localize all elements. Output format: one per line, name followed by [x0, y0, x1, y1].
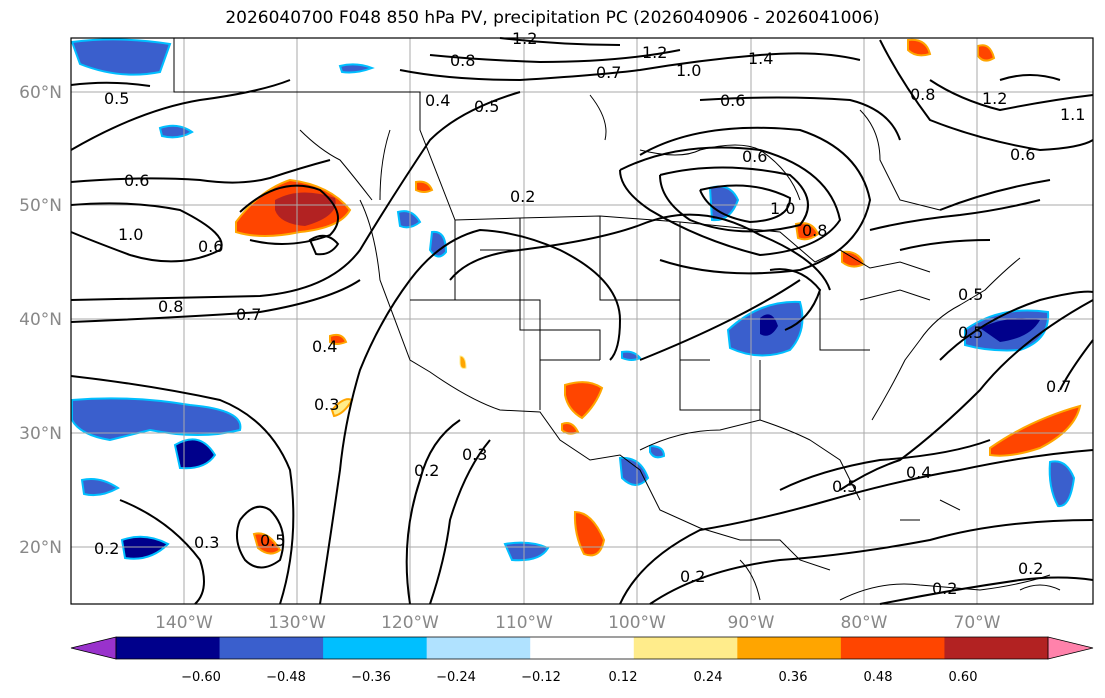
colorbar-segment — [840, 637, 945, 659]
contour-label: 0.3 — [314, 395, 339, 414]
contour-label: 0.5 — [260, 531, 285, 550]
contour-label: 1.0 — [770, 199, 795, 218]
contour-label: 0.6 — [720, 91, 745, 110]
lat-label: 50°N — [19, 196, 62, 216]
colorbar-segment — [426, 637, 531, 659]
contour-label: 0.5 — [958, 285, 983, 304]
contour-label: 0.5 — [832, 477, 857, 496]
contour-label: 0.8 — [910, 85, 935, 104]
contour-label: 0.2 — [680, 567, 705, 586]
contour-label: 0.7 — [236, 305, 261, 324]
colorbar: −0.60 −0.48 −0.36 −0.24 −0.12 0.12 0.24 … — [70, 636, 1094, 685]
map-frame — [70, 37, 1094, 605]
colorbar-tick: 0.60 — [949, 670, 978, 685]
contour-label: 1.4 — [748, 49, 773, 68]
contour-label: 1.2 — [982, 89, 1007, 108]
contour-label: 0.5 — [474, 97, 499, 116]
colorbar-segment — [323, 637, 428, 659]
lat-label: 60°N — [19, 83, 62, 103]
colorbar-tick: 0.12 — [609, 670, 638, 685]
colorbar-extend-low — [70, 636, 117, 660]
colorbar-segment — [116, 637, 221, 659]
contour-label: 0.2 — [1018, 559, 1043, 578]
contour-label: 0.3 — [462, 445, 487, 464]
colorbar-extend-high — [1047, 636, 1094, 660]
contour-label: 0.5 — [958, 323, 983, 342]
contour-label: 0.4 — [312, 337, 337, 356]
contour-label: 0.2 — [932, 579, 957, 598]
lon-label: 100°W — [608, 613, 666, 633]
gridlines — [71, 38, 1093, 604]
contour-label: 1.0 — [676, 61, 701, 80]
contour-label: 0.5 — [104, 89, 129, 108]
contour-label: 0.6 — [124, 171, 149, 190]
colorbar-tick: 0.36 — [779, 670, 808, 685]
lon-label: 90°W — [728, 613, 775, 633]
colorbar-segment — [737, 637, 842, 659]
longitude-labels: 140°W 130°W 120°W 110°W 100°W 90°W 80°W … — [155, 613, 1001, 633]
coastlines-borders — [173, 38, 1061, 601]
colorbar-tick: −0.48 — [266, 670, 306, 685]
lon-label: 80°W — [841, 613, 888, 633]
contour-label: 1.0 — [118, 225, 143, 244]
lon-label: 70°W — [954, 613, 1001, 633]
colorbar-segment — [219, 637, 324, 659]
lat-label: 40°N — [19, 310, 62, 330]
contour-label: 0.2 — [414, 461, 439, 480]
contour-label: 0.4 — [906, 463, 931, 482]
contour-label: 0.6 — [742, 147, 767, 166]
colorbar-segment — [633, 637, 738, 659]
latitude-labels: 60°N 50°N 40°N 30°N 20°N — [19, 83, 62, 558]
colorbar-tick: −0.24 — [436, 670, 476, 685]
lon-label: 120°W — [381, 613, 439, 633]
lon-label: 110°W — [495, 613, 553, 633]
contour-label: 0.2 — [510, 187, 535, 206]
negative-anomaly-fills — [70, 38, 1076, 562]
contour-label: 1.1 — [1060, 105, 1085, 124]
colorbar-segment — [944, 637, 1049, 659]
lon-label: 140°W — [155, 613, 213, 633]
contour-label: 0.8 — [802, 221, 827, 240]
contour-label: 1.2 — [642, 43, 667, 62]
colorbar-tick: 0.24 — [694, 670, 723, 685]
colorbar-tick: −0.36 — [351, 670, 391, 685]
lat-label: 20°N — [19, 538, 62, 558]
contour-label: 0.2 — [94, 539, 119, 558]
contour-label: 0.4 — [425, 91, 450, 110]
map-panel: 1.2 0.8 1.2 0.7 1.0 1.4 0.5 0.4 0.5 0.6 … — [70, 29, 1094, 605]
contour-label: 0.7 — [1046, 377, 1071, 396]
map-title: 2026040700 F048 850 hPa PV, precipitatio… — [225, 8, 880, 28]
contour-label: 0.3 — [194, 533, 219, 552]
colorbar-segment — [530, 637, 635, 659]
lat-label: 30°N — [19, 424, 62, 444]
lon-label: 130°W — [268, 613, 326, 633]
contour-label: 0.6 — [1010, 145, 1035, 164]
contour-labels: 1.2 0.8 1.2 0.7 1.0 1.4 0.5 0.4 0.5 0.6 … — [94, 29, 1085, 598]
contour-label: 0.6 — [198, 237, 223, 256]
pv-contours — [70, 37, 1094, 605]
colorbar-tick: −0.60 — [181, 670, 221, 685]
contour-label: 0.8 — [158, 297, 183, 316]
colorbar-tick: −0.12 — [521, 670, 561, 685]
contour-label: 0.7 — [596, 63, 621, 82]
colorbar-tick: 0.48 — [864, 670, 893, 685]
contour-label: 0.8 — [450, 51, 475, 70]
